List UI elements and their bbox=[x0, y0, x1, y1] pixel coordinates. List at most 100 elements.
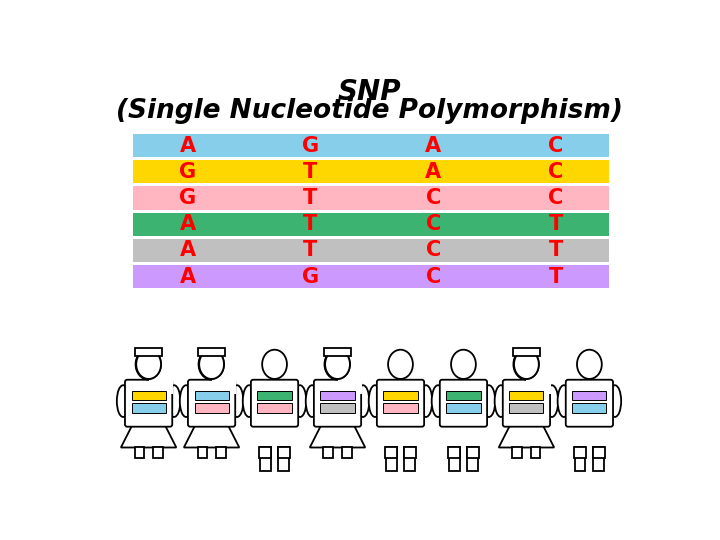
Bar bbox=[448, 448, 460, 457]
Bar bbox=[194, 390, 229, 400]
FancyBboxPatch shape bbox=[125, 380, 172, 427]
Text: G: G bbox=[302, 267, 319, 287]
Bar bbox=[467, 448, 478, 470]
Bar bbox=[572, 403, 606, 413]
Bar bbox=[449, 448, 459, 470]
FancyBboxPatch shape bbox=[251, 380, 298, 427]
Bar bbox=[467, 448, 479, 457]
Ellipse shape bbox=[168, 385, 181, 417]
Text: G: G bbox=[179, 162, 197, 182]
Text: C: C bbox=[426, 188, 441, 208]
Bar bbox=[135, 348, 162, 355]
Text: (Single Nucleotide Polymorphism): (Single Nucleotide Polymorphism) bbox=[116, 98, 622, 124]
Text: T: T bbox=[549, 267, 563, 287]
Bar bbox=[324, 348, 351, 355]
Polygon shape bbox=[184, 424, 239, 448]
Bar bbox=[132, 239, 609, 262]
Ellipse shape bbox=[136, 350, 161, 379]
Text: T: T bbox=[303, 240, 318, 260]
Text: T: T bbox=[303, 188, 318, 208]
Ellipse shape bbox=[135, 349, 161, 380]
Bar bbox=[132, 213, 609, 236]
Ellipse shape bbox=[199, 350, 224, 379]
FancyBboxPatch shape bbox=[377, 380, 424, 427]
Bar bbox=[194, 403, 229, 413]
Bar bbox=[446, 403, 480, 413]
Text: A: A bbox=[179, 267, 196, 287]
Bar bbox=[384, 403, 418, 413]
Bar bbox=[153, 448, 163, 457]
Bar bbox=[405, 448, 415, 470]
Ellipse shape bbox=[117, 385, 130, 417]
Ellipse shape bbox=[199, 349, 225, 380]
Ellipse shape bbox=[325, 349, 351, 380]
Bar bbox=[279, 448, 289, 470]
Text: SNP: SNP bbox=[337, 78, 401, 106]
Bar bbox=[575, 448, 585, 470]
Ellipse shape bbox=[294, 385, 306, 417]
Ellipse shape bbox=[243, 385, 256, 417]
Bar bbox=[320, 390, 354, 400]
Text: C: C bbox=[426, 267, 441, 287]
Text: C: C bbox=[549, 188, 564, 208]
Text: C: C bbox=[426, 240, 441, 260]
Bar bbox=[593, 448, 604, 470]
Ellipse shape bbox=[577, 350, 602, 379]
Bar bbox=[531, 448, 541, 457]
Ellipse shape bbox=[557, 385, 570, 417]
Bar bbox=[384, 390, 418, 400]
Text: C: C bbox=[426, 214, 441, 234]
Ellipse shape bbox=[514, 350, 539, 379]
Bar bbox=[132, 134, 609, 157]
Bar bbox=[259, 448, 271, 457]
Ellipse shape bbox=[514, 350, 539, 379]
Text: T: T bbox=[549, 240, 563, 260]
Bar bbox=[132, 403, 166, 413]
Text: A: A bbox=[179, 136, 196, 156]
Bar bbox=[197, 448, 207, 457]
Ellipse shape bbox=[180, 385, 192, 417]
Bar bbox=[513, 448, 522, 457]
Text: G: G bbox=[302, 136, 319, 156]
Ellipse shape bbox=[136, 350, 161, 379]
Text: T: T bbox=[303, 214, 318, 234]
FancyBboxPatch shape bbox=[188, 380, 235, 427]
Bar bbox=[593, 448, 605, 457]
Bar bbox=[135, 448, 144, 457]
Bar bbox=[574, 448, 586, 457]
Bar bbox=[278, 448, 290, 457]
Bar bbox=[258, 390, 292, 400]
Bar bbox=[572, 390, 606, 400]
Ellipse shape bbox=[325, 350, 350, 379]
Text: A: A bbox=[179, 240, 196, 260]
Ellipse shape bbox=[420, 385, 432, 417]
Bar bbox=[148, 335, 174, 394]
Bar bbox=[132, 186, 609, 210]
Bar bbox=[216, 448, 225, 457]
Bar bbox=[260, 448, 271, 470]
Bar bbox=[509, 403, 544, 413]
Bar bbox=[342, 448, 351, 457]
Bar bbox=[446, 390, 480, 400]
Ellipse shape bbox=[451, 350, 476, 379]
Polygon shape bbox=[121, 424, 176, 448]
Ellipse shape bbox=[262, 350, 287, 379]
Bar bbox=[320, 403, 354, 413]
Bar bbox=[132, 265, 609, 288]
Ellipse shape bbox=[608, 385, 621, 417]
Bar bbox=[212, 335, 236, 394]
Polygon shape bbox=[310, 424, 365, 448]
Ellipse shape bbox=[513, 349, 539, 380]
Ellipse shape bbox=[546, 385, 558, 417]
Bar bbox=[513, 348, 540, 355]
Ellipse shape bbox=[199, 350, 224, 379]
Text: A: A bbox=[425, 136, 441, 156]
FancyBboxPatch shape bbox=[566, 380, 613, 427]
Bar bbox=[338, 335, 362, 394]
Ellipse shape bbox=[482, 385, 495, 417]
Ellipse shape bbox=[369, 385, 382, 417]
FancyBboxPatch shape bbox=[503, 380, 550, 427]
Ellipse shape bbox=[306, 385, 318, 417]
Bar bbox=[258, 403, 292, 413]
Bar bbox=[386, 448, 397, 470]
